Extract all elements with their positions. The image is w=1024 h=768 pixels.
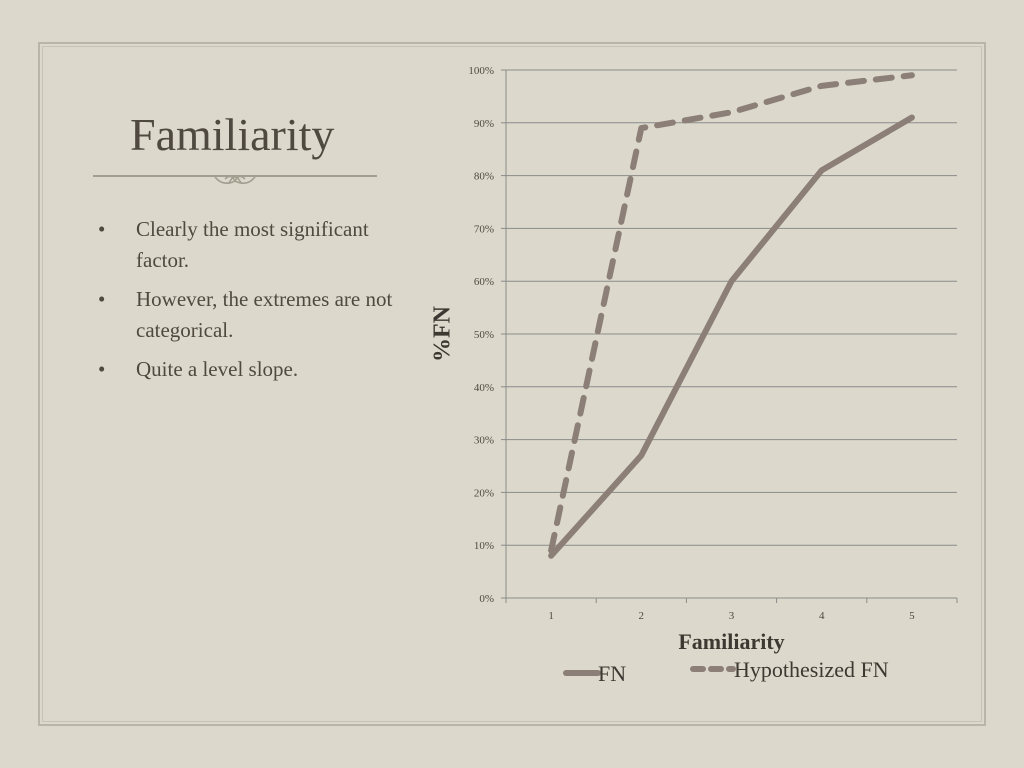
- y-tick-label: 0%: [479, 593, 494, 605]
- bullet-text: Clearly the most significant factor.: [136, 217, 369, 272]
- bullet-text: However, the extremes are not categorica…: [136, 287, 393, 342]
- series-line-hypothesized-fn: [548, 72, 915, 554]
- y-tick-label: 60%: [474, 276, 494, 288]
- bullet-item: • Clearly the most significant factor.: [98, 214, 398, 276]
- y-tick-label: 40%: [474, 382, 494, 394]
- y-tick-label: 100%: [468, 65, 494, 77]
- y-tick-label: 90%: [474, 118, 494, 130]
- bullet-icon: •: [98, 217, 106, 241]
- bullet-list: • Clearly the most significant factor. •…: [98, 214, 398, 393]
- x-tick-label: 2: [639, 610, 645, 622]
- y-tick-label: 50%: [474, 329, 494, 341]
- slide-title: Familiarity: [130, 109, 335, 160]
- line-chart: 0% 10% 20% 30% 40% 50% 60% 70% 80% 90% 100% 1 2 3 4 5 Fa…: [430, 65, 958, 686]
- title-divider: [93, 175, 377, 185]
- x-tick-label: 1: [548, 610, 554, 622]
- slide-border-inner: [42, 46, 982, 722]
- x-tick-label: 3: [729, 610, 735, 622]
- y-tick-label: 20%: [474, 487, 494, 499]
- y-tick-label: 30%: [474, 435, 494, 447]
- y-tick-label: 10%: [474, 540, 494, 552]
- bullet-icon: •: [98, 357, 106, 381]
- y-tick-label: 70%: [474, 223, 494, 235]
- bullet-text: Quite a level slope.: [136, 357, 299, 381]
- slide-border-outer: [38, 42, 986, 726]
- series-line-fn: [548, 114, 915, 559]
- y-tick-label: 80%: [474, 171, 494, 183]
- legend-label-fn: FN: [598, 661, 626, 686]
- x-tick-label: 4: [819, 610, 825, 622]
- x-axis-title: Familiarity: [678, 629, 784, 654]
- ornament-icon: [214, 175, 256, 185]
- bullet-icon: •: [98, 287, 106, 311]
- bullet-item: • However, the extremes are not categori…: [98, 284, 398, 346]
- y-axis-title: %FN: [430, 305, 456, 362]
- legend-label-hypothesized-fn: Hypothesized FN: [734, 657, 889, 682]
- x-tick-label: 5: [909, 610, 915, 622]
- bullet-item: • Quite a level slope.: [98, 354, 398, 385]
